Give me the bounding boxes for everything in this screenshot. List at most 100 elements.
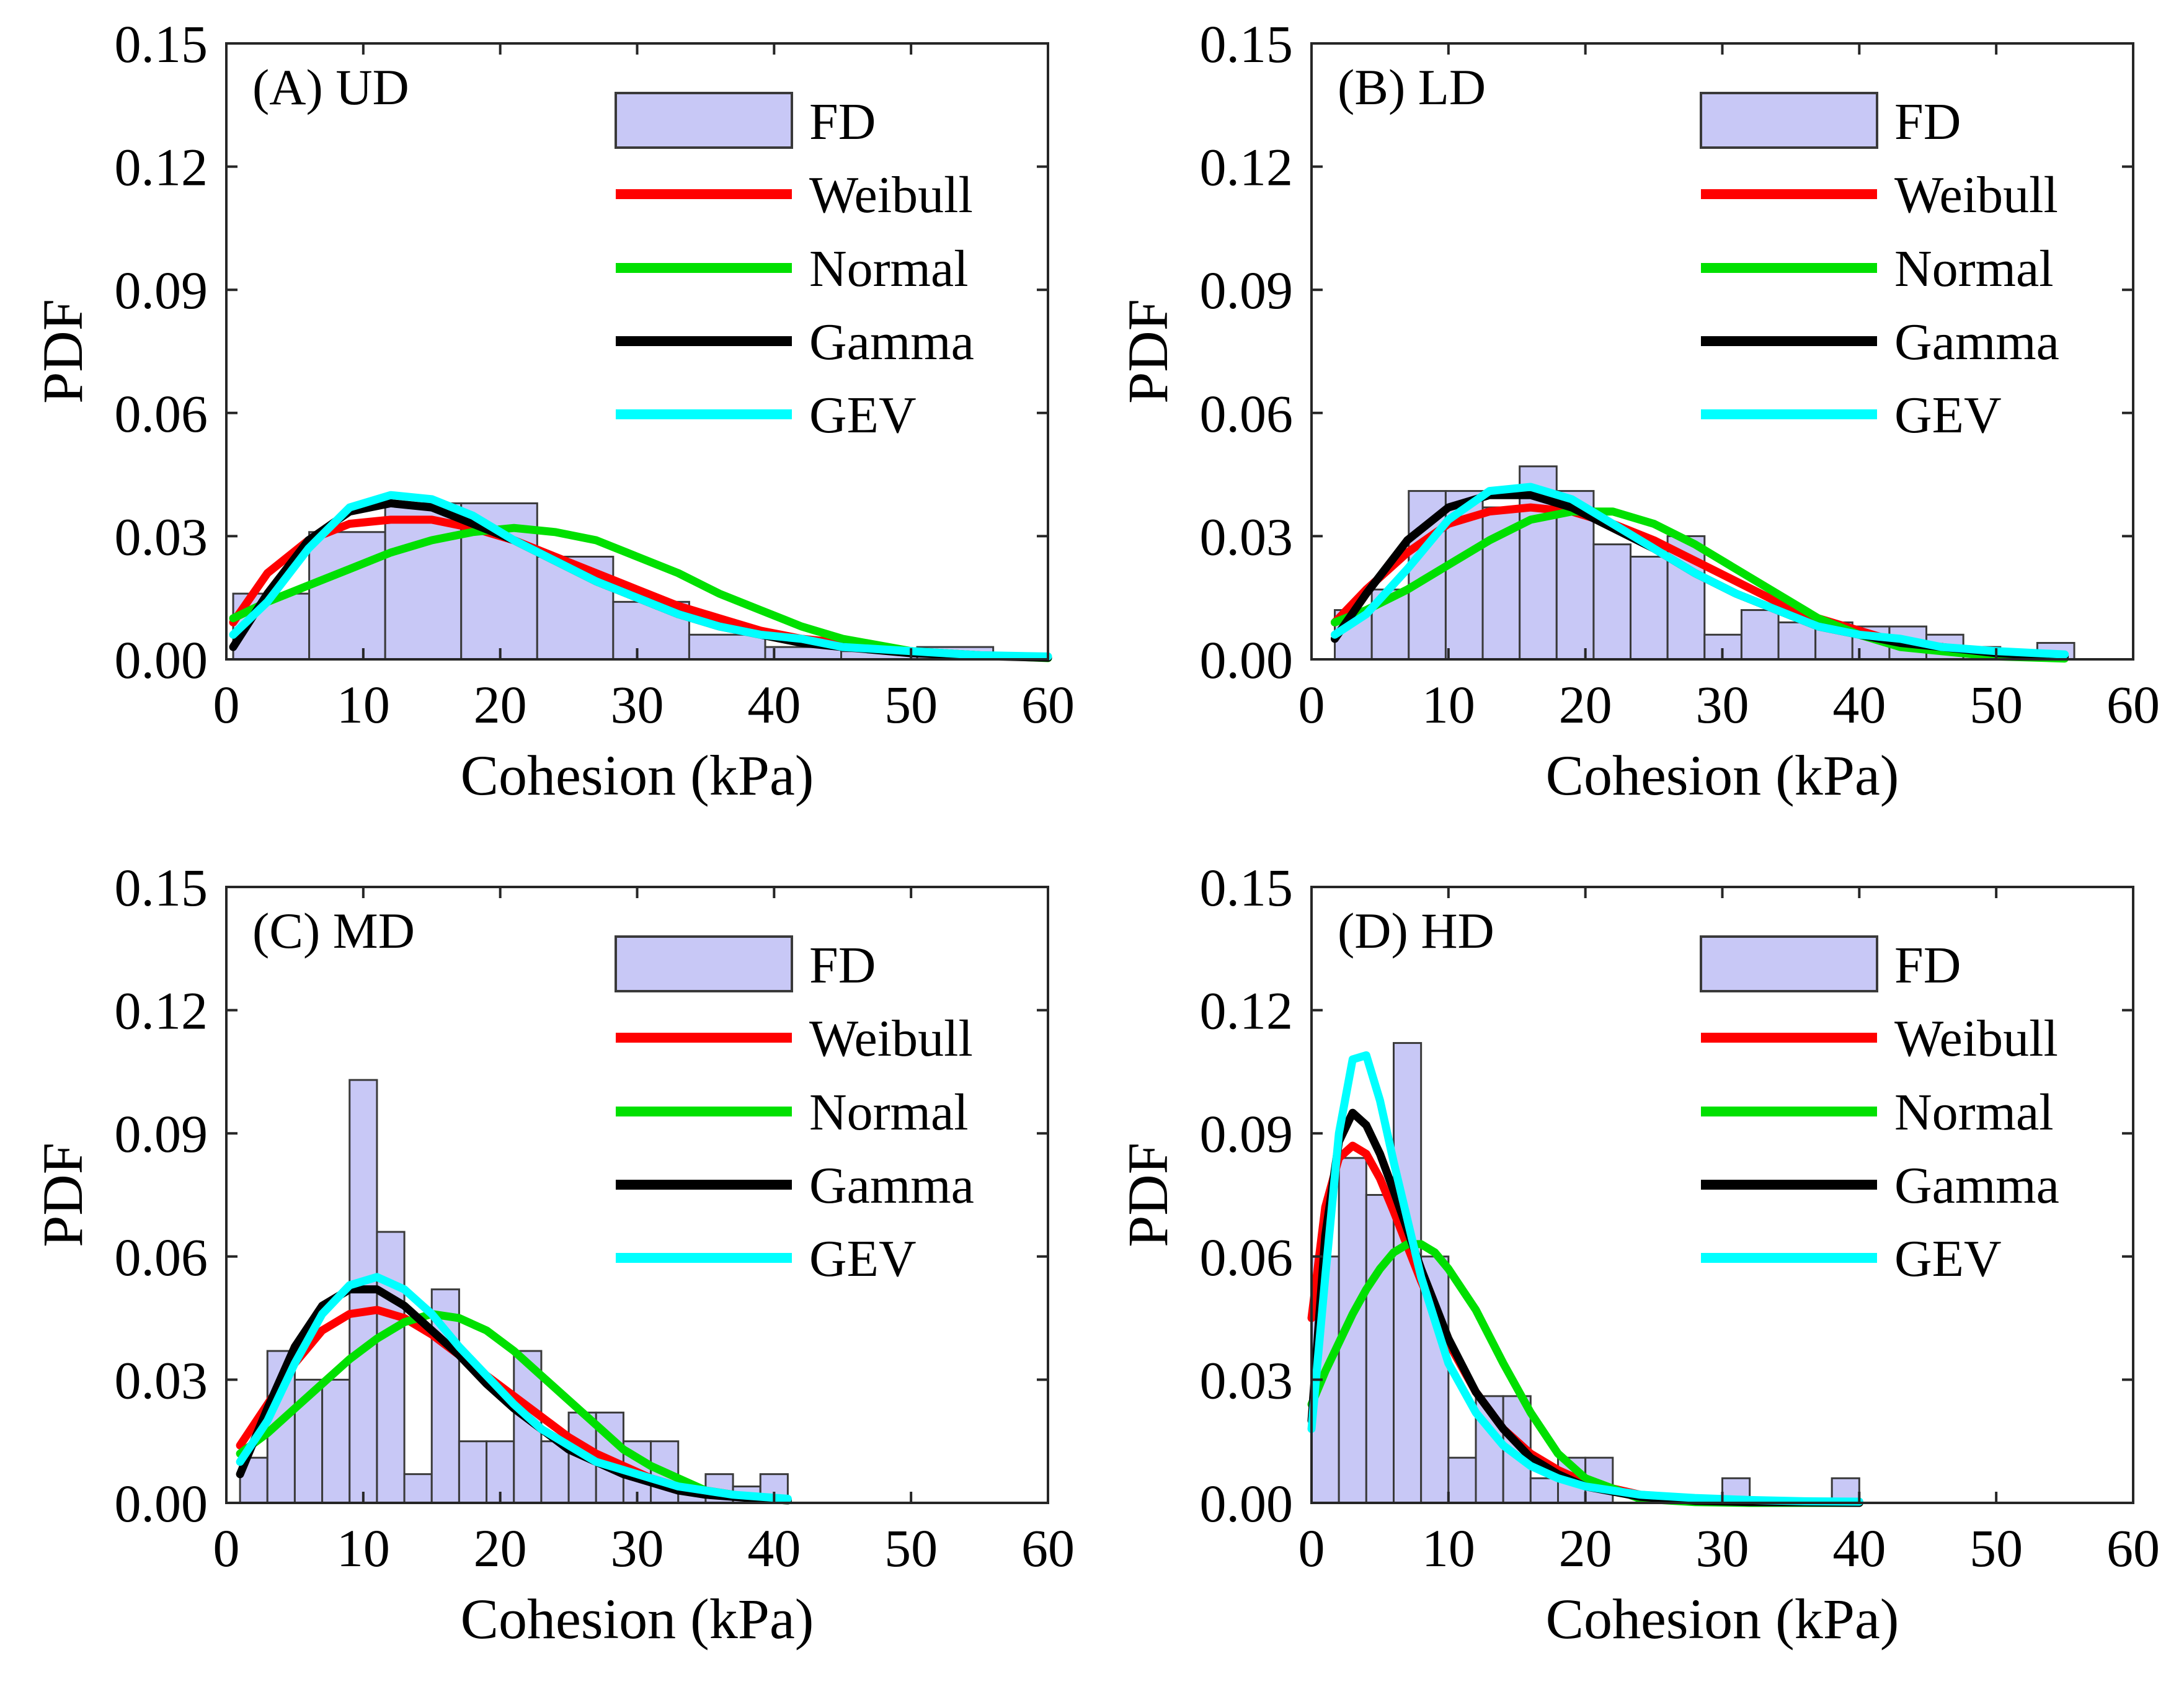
x-tick-label: 10	[337, 1518, 390, 1578]
x-tick-label: 30	[1696, 1518, 1749, 1578]
legend: FD Weibull Normal Gamma GEV	[1700, 935, 2059, 1288]
legend: FD Weibull Normal Gamma GEV	[615, 92, 974, 444]
x-axis-label: Cohesion (kPa)	[461, 744, 814, 807]
gev-curve	[1307, 1051, 1863, 1506]
x-tick-label: 30	[611, 675, 664, 734]
y-tick-label: 0.15	[1200, 14, 1294, 74]
histogram-bar	[1777, 621, 1817, 661]
x-tick-label: 50	[1969, 675, 2023, 734]
y-axis-label: PDF	[1116, 299, 1179, 404]
x-tick-label: 50	[884, 1518, 938, 1578]
histogram-bar	[688, 633, 766, 661]
histogram-bar	[1365, 1194, 1395, 1504]
y-tick-label: 0.09	[115, 261, 208, 320]
x-tick-label: 20	[474, 675, 527, 734]
histogram-bar	[1740, 609, 1780, 661]
panel-title: (C) MD	[252, 902, 415, 959]
legend-label-normal: Normal	[809, 1084, 969, 1141]
legend-label-gev: GEV	[1894, 386, 2002, 444]
legend-label-gamma: Gamma	[809, 313, 974, 371]
legend-label-gev: GEV	[1894, 1230, 2002, 1288]
x-tick-label: 30	[611, 1518, 664, 1578]
x-tick-label: 30	[1696, 675, 1749, 734]
legend-label-fd: FD	[809, 937, 876, 994]
y-tick-label: 0.12	[115, 981, 208, 1041]
histogram-bar	[321, 1378, 351, 1504]
y-tick-label: 0.03	[115, 507, 208, 566]
normal-curve	[229, 523, 1052, 662]
legend-label-normal: Normal	[809, 240, 969, 298]
gev-curve	[1331, 483, 2069, 659]
x-tick-label: 40	[1832, 675, 1886, 734]
legend-swatch-fd	[1700, 92, 1878, 149]
legend-label-fd: FD	[809, 93, 876, 151]
x-axis-label: Cohesion (kPa)	[461, 1587, 814, 1651]
normal-curve	[1331, 507, 2069, 663]
x-tick-label: 20	[474, 1518, 527, 1578]
histogram-bar	[403, 1473, 433, 1504]
x-tick-label: 50	[884, 675, 938, 734]
x-tick-label: 50	[1969, 1518, 2023, 1578]
legend-label-gamma: Gamma	[1894, 313, 2059, 371]
x-tick-label: 40	[1832, 1518, 1886, 1578]
y-tick-label: 0.09	[1200, 1104, 1294, 1164]
histogram-bar	[458, 1440, 488, 1504]
histogram-bar	[1447, 1456, 1477, 1504]
y-axis-label: PDF	[31, 1143, 94, 1247]
histogram-bar	[308, 531, 386, 661]
gev-curve	[236, 1273, 792, 1503]
y-tick-label: 0.15	[115, 858, 208, 917]
y-axis-label: PDF	[31, 299, 94, 404]
legend-swatch-fd	[615, 92, 793, 149]
legend: FD Weibull Normal Gamma GEV	[615, 935, 974, 1288]
legend-label-weibull: Weibull	[1894, 1010, 2058, 1067]
y-tick-label: 0.15	[115, 14, 208, 74]
x-tick-label: 60	[2106, 675, 2160, 734]
panel-title: (A) UD	[252, 59, 409, 115]
x-tick-label: 20	[1559, 675, 1612, 734]
x-tick-label: 0	[1298, 675, 1325, 734]
x-tick-label: 20	[1559, 1518, 1612, 1578]
x-axis-label: Cohesion (kPa)	[1546, 744, 1899, 807]
x-tick-label: 0	[213, 675, 240, 734]
legend-label-gamma: Gamma	[1894, 1157, 2059, 1214]
y-tick-label: 0.00	[115, 630, 208, 690]
x-axis-label: Cohesion (kPa)	[1546, 1587, 1899, 1651]
gev-curve	[229, 491, 1052, 661]
x-tick-label: 10	[1422, 675, 1475, 734]
legend-label-fd: FD	[1894, 937, 1961, 994]
y-tick-label: 0.06	[115, 1227, 208, 1287]
legend-label-weibull: Weibull	[1894, 166, 2058, 224]
panel-title: (B) LD	[1338, 59, 1486, 115]
x-tick-label: 40	[747, 1518, 801, 1578]
legend-label-weibull: Weibull	[809, 166, 973, 224]
x-tick-label: 60	[2106, 1518, 2160, 1578]
legend-label-gev: GEV	[809, 1230, 917, 1288]
y-tick-label: 0.09	[1200, 261, 1294, 320]
y-tick-label: 0.09	[115, 1104, 208, 1164]
x-tick-label: 0	[213, 1518, 240, 1578]
y-axis-label: PDF	[1116, 1143, 1179, 1247]
y-tick-label: 0.12	[1200, 981, 1294, 1041]
y-tick-label: 0.03	[1200, 1350, 1294, 1410]
legend-label-normal: Normal	[1894, 240, 2054, 298]
y-tick-label: 0.03	[1200, 507, 1294, 566]
y-tick-label: 0.06	[115, 384, 208, 443]
legend-swatch-fd	[615, 935, 793, 992]
panel-title: (D) HD	[1338, 902, 1494, 959]
histogram-bar	[1529, 1477, 1559, 1504]
y-tick-label: 0.06	[1200, 384, 1294, 443]
y-tick-label: 0.15	[1200, 858, 1294, 917]
chart-panel-3: 0 10 20 30 40 50 60 0.00 0.03 0.06 0.09 0.12 0.15 Coh…	[31, 858, 1075, 1651]
y-tick-label: 0.12	[115, 138, 208, 197]
histogram-bar	[1592, 543, 1632, 661]
legend-label-normal: Normal	[1894, 1084, 2054, 1141]
x-tick-label: 0	[1298, 1518, 1325, 1578]
legend-label-gev: GEV	[809, 386, 917, 444]
y-tick-label: 0.03	[115, 1350, 208, 1410]
x-tick-label: 60	[1021, 675, 1075, 734]
y-tick-label: 0.00	[1200, 630, 1294, 690]
x-tick-label: 10	[1422, 1518, 1475, 1578]
y-tick-label: 0.06	[1200, 1227, 1294, 1287]
